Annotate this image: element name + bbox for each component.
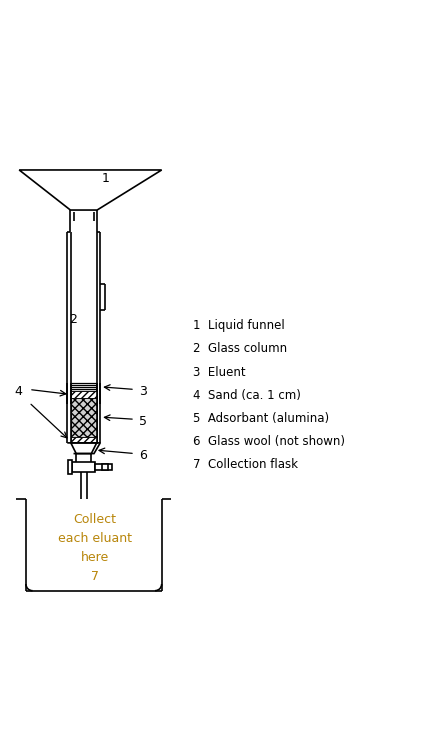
Text: 6: 6 (139, 449, 147, 462)
Text: 5: 5 (139, 415, 147, 428)
Text: 5  Adsorbant (alumina): 5 Adsorbant (alumina) (193, 412, 329, 425)
Text: 4  Sand (ca. 1 cm): 4 Sand (ca. 1 cm) (193, 389, 301, 402)
Text: 6  Glass wool (not shown): 6 Glass wool (not shown) (193, 435, 345, 448)
Text: 1: 1 (102, 173, 110, 185)
Bar (102, 464, 108, 470)
Polygon shape (19, 170, 162, 210)
Bar (95, 464, 112, 470)
Text: Collect
each eluant
here
7: Collect each eluant here 7 (58, 513, 132, 584)
Polygon shape (71, 443, 97, 454)
Text: 7  Collection flask: 7 Collection flask (193, 458, 298, 471)
Text: 3  Eluent: 3 Eluent (193, 366, 246, 379)
Bar (71, 391, 97, 398)
Bar (71, 398, 97, 437)
Text: 2: 2 (69, 313, 78, 326)
Text: 3: 3 (139, 385, 147, 398)
Text: 1  Liquid funnel: 1 Liquid funnel (193, 319, 284, 333)
Bar (71, 437, 97, 443)
Text: 2  Glass column: 2 Glass column (193, 342, 287, 355)
Bar (68, 460, 72, 474)
Bar (72, 461, 95, 472)
Text: 4: 4 (14, 385, 22, 398)
